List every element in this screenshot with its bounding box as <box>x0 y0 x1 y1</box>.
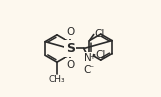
Text: Cl: Cl <box>95 50 105 60</box>
Text: O: O <box>66 60 74 70</box>
Text: CH₃: CH₃ <box>49 75 65 84</box>
Text: C: C <box>83 65 91 75</box>
Text: O: O <box>66 27 74 37</box>
Text: ⁻: ⁻ <box>89 64 94 74</box>
Text: +: + <box>90 54 96 60</box>
Text: S: S <box>66 42 75 55</box>
Text: N: N <box>84 53 92 63</box>
Text: Cl: Cl <box>94 29 104 39</box>
